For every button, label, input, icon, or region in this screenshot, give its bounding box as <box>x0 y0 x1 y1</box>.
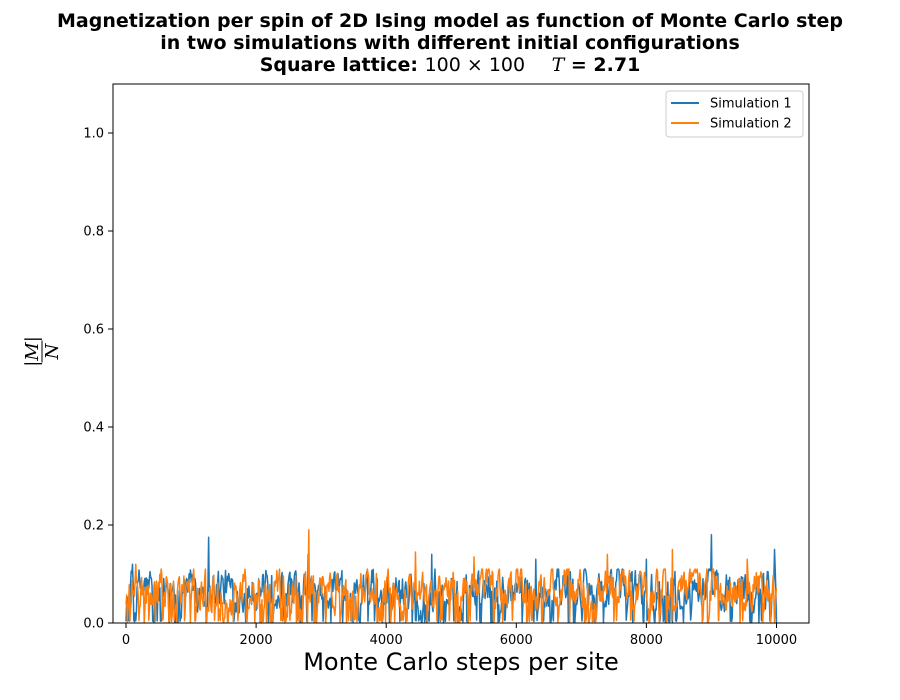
y-axis-label-numerator: |M| <box>22 336 43 367</box>
y-tick-label: 0.2 <box>83 519 104 534</box>
x-tick-label: 10000 <box>756 633 797 648</box>
title-temperature-value: = 2.71 <box>570 54 641 76</box>
legend-entry-label: Simulation 1 <box>710 97 792 112</box>
y-axis-label-denominator: N <box>42 342 63 360</box>
x-tick-label: 8000 <box>630 633 663 648</box>
legend-box <box>665 90 804 138</box>
title-line-1: Magnetization per spin of 2D Ising model… <box>57 10 843 32</box>
x-axis-ticks: 0 2000 4000 6000 8000 10000 <box>122 623 797 648</box>
title-lattice-prefix: Square lattice: <box>259 54 418 76</box>
x-tick-label: 2000 <box>240 633 273 648</box>
y-axis-label: |M| N <box>22 336 63 367</box>
series-line-2 <box>125 529 778 624</box>
title-line-2: in two simulations with different initia… <box>160 32 740 54</box>
title-temperature-symbol: T <box>551 54 565 76</box>
x-axis-label: Monte Carlo steps per site <box>303 648 619 676</box>
title-line-3: Square lattice: 100 × 100 T = 2.71 <box>0 54 900 76</box>
x-tick-label: 6000 <box>500 633 533 648</box>
y-tick-label: 0.8 <box>83 225 104 240</box>
y-axis-ticks: 0.0 0.2 0.4 0.6 0.8 1.0 <box>83 127 113 632</box>
series-line-1 <box>125 534 778 624</box>
y-tick-label: 1.0 <box>83 127 104 142</box>
legend: Simulation 1 Simulation 2 <box>665 90 804 138</box>
title-lattice-size: 100 × 100 <box>424 54 526 76</box>
plot-frame <box>112 83 810 624</box>
legend-entry-label: Simulation 2 <box>710 117 792 132</box>
series-layer <box>125 529 778 624</box>
y-tick-label: 0.6 <box>83 323 104 338</box>
x-tick-label: 4000 <box>370 633 403 648</box>
chart-title: Magnetization per spin of 2D Ising model… <box>0 10 900 76</box>
x-tick-label: 0 <box>122 633 130 648</box>
y-tick-label: 0.0 <box>83 617 104 632</box>
y-tick-label: 0.4 <box>83 421 104 436</box>
